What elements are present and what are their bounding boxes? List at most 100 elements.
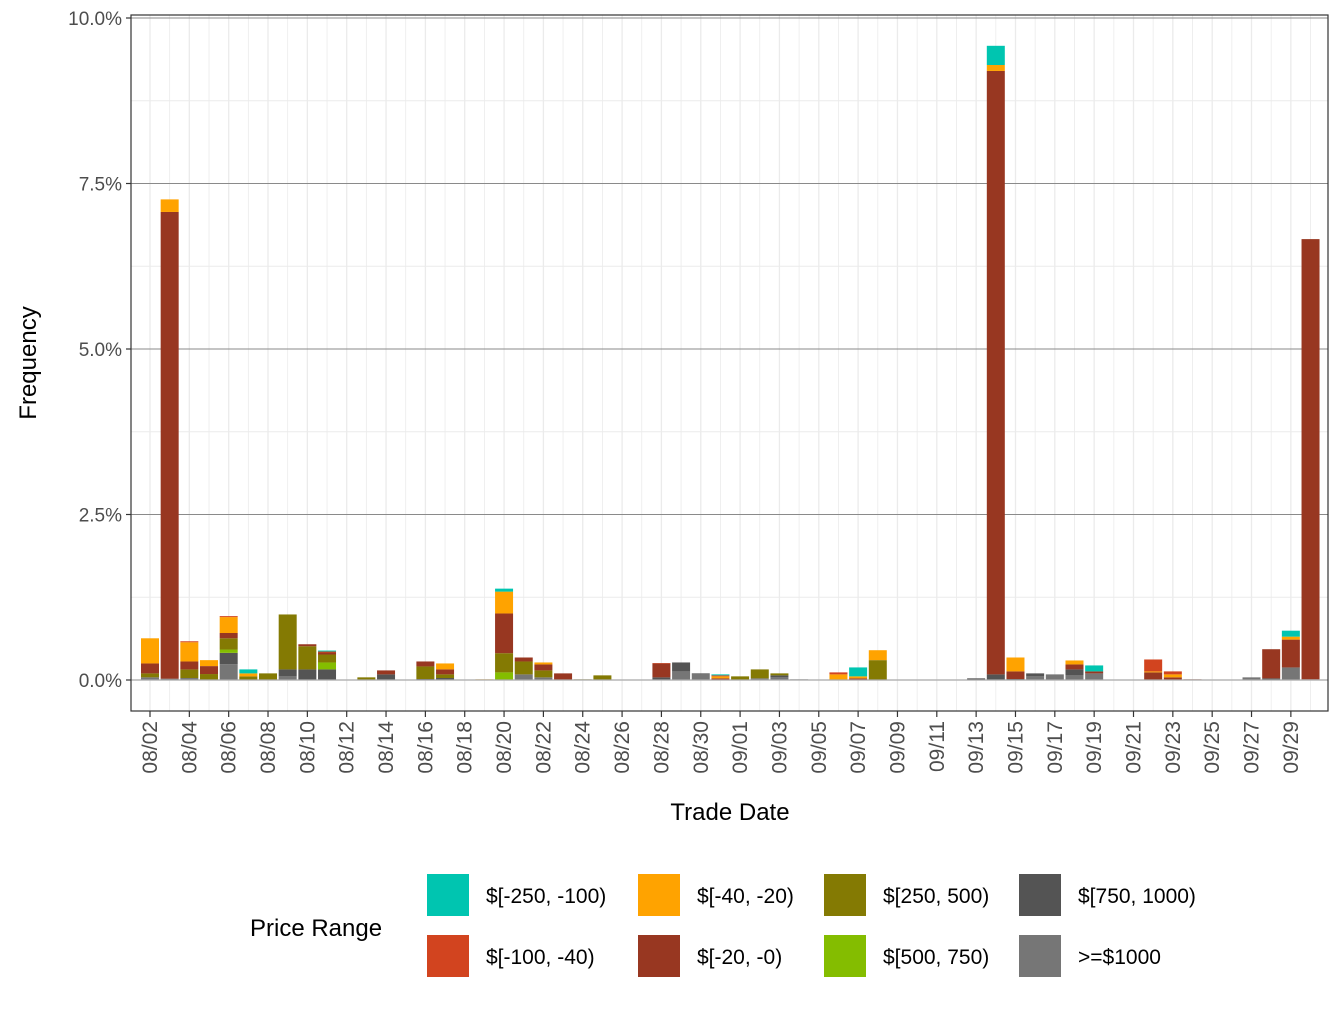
- legend-item: $[-100, -40): [427, 935, 595, 977]
- bar-segment: [1085, 665, 1104, 672]
- legend-swatch: [427, 874, 469, 916]
- bar-segment: [1163, 671, 1182, 675]
- bar-segment: [1065, 669, 1084, 676]
- legend-item: $[-20, -0): [638, 935, 782, 977]
- bar-segment: [239, 673, 258, 677]
- bar-segment: [298, 644, 317, 647]
- x-tick-label: 09/11: [926, 721, 949, 772]
- x-tick-label: 08/24: [572, 721, 595, 774]
- bar-segment: [1242, 677, 1261, 680]
- bar-segment: [868, 660, 887, 680]
- bar-segment: [239, 676, 258, 680]
- x-tick-label: 09/15: [1004, 721, 1027, 774]
- plot-panel-border: [130, 14, 1329, 712]
- legend-label: $[750, 1000): [1078, 885, 1196, 908]
- bar-segment: [160, 211, 179, 679]
- bar-segment: [770, 673, 789, 676]
- bar-segment: [986, 45, 1005, 66]
- bar-segment: [1026, 676, 1045, 680]
- bar-segment: [495, 588, 514, 592]
- bar-segment: [141, 638, 159, 664]
- bar-segment: [219, 652, 238, 665]
- bar-segment: [1006, 671, 1025, 680]
- bar-segment: [1006, 657, 1025, 672]
- x-tick-label: 09/21: [1123, 721, 1146, 774]
- bar-segment: [200, 660, 219, 667]
- bar-segment: [770, 675, 789, 678]
- bar-segment: [141, 673, 159, 678]
- legend-label: $[500, 750): [883, 946, 989, 969]
- bar-segment: [219, 664, 238, 680]
- bar-segment: [1045, 674, 1064, 680]
- x-tick-label: 09/25: [1201, 721, 1224, 774]
- bar-segment: [1281, 636, 1300, 640]
- bar-segment: [731, 676, 750, 680]
- bar-segment: [711, 678, 730, 680]
- x-tick-label: 08/14: [375, 721, 398, 774]
- bar-segment: [141, 677, 159, 680]
- bar-segment: [278, 614, 297, 670]
- bar-segment: [1144, 671, 1163, 673]
- legend-swatch: [1019, 874, 1061, 916]
- x-tick-label: 09/17: [1044, 721, 1067, 774]
- bar-segment: [1262, 649, 1281, 679]
- bar-segment: [514, 657, 533, 662]
- x-tick-label: 08/08: [257, 721, 280, 774]
- bar-segment: [1085, 673, 1104, 680]
- bar-segment: [1144, 659, 1163, 672]
- bar-segment: [652, 663, 671, 678]
- bar-segment: [318, 650, 337, 652]
- bar-segment: [1065, 664, 1084, 670]
- y-tick-label: 10.0%: [68, 9, 122, 30]
- y-tick-label: 2.5%: [79, 506, 122, 527]
- bar-segment: [495, 591, 514, 614]
- bar-segment: [770, 677, 789, 680]
- legend-swatch: [638, 874, 680, 916]
- bar-segment: [750, 669, 769, 679]
- legend-label: >=$1000: [1078, 946, 1161, 969]
- bar-segment: [278, 669, 297, 677]
- x-tick-label: 08/30: [690, 721, 713, 774]
- bar-segment: [436, 678, 455, 680]
- bar-segment: [534, 664, 553, 671]
- y-tick-label: 5.0%: [79, 340, 122, 361]
- legend-item: $[-40, -20): [638, 874, 794, 916]
- bar-segment: [1065, 660, 1084, 665]
- bar-segment: [318, 651, 337, 653]
- x-tick-label: 09/23: [1162, 721, 1185, 774]
- bar-segment: [1281, 630, 1300, 637]
- x-tick-label: 09/27: [1241, 721, 1264, 774]
- bar-segment: [652, 677, 671, 680]
- bar-segment: [1144, 672, 1163, 680]
- bar-segment: [967, 678, 986, 680]
- bar-segment: [1281, 667, 1300, 680]
- x-tick-label: 08/22: [532, 721, 555, 774]
- bar-segment: [377, 674, 396, 680]
- bar-segment: [219, 649, 238, 653]
- bar-segment: [200, 674, 219, 680]
- bar-segment: [534, 662, 553, 665]
- bar-segment: [495, 653, 514, 673]
- legend-label: $[-250, -100): [486, 885, 606, 908]
- x-tick-label: 09/19: [1083, 721, 1106, 774]
- x-tick-label: 09/13: [965, 721, 988, 774]
- bar-segment: [711, 675, 730, 677]
- bar-segment: [357, 677, 376, 680]
- x-tick-label: 08/20: [493, 721, 516, 774]
- x-tick-label: 09/01: [729, 721, 752, 774]
- bar-segment: [180, 669, 199, 679]
- legend-item: $[500, 750): [824, 935, 989, 977]
- x-tick-label: 08/12: [336, 721, 359, 774]
- bar-segment: [436, 674, 455, 679]
- legend-swatch: [427, 935, 469, 977]
- x-tick-label: 09/29: [1280, 721, 1303, 774]
- bar-segment: [849, 678, 868, 680]
- bar-segment: [495, 613, 514, 654]
- bar-segment: [298, 669, 317, 680]
- legend-label: $[-100, -40): [486, 946, 595, 969]
- bar-segment: [534, 677, 553, 680]
- legend-item: >=$1000: [1019, 935, 1161, 977]
- legend-item: $[250, 500): [824, 874, 989, 916]
- legend-label: $[-20, -0): [697, 946, 782, 969]
